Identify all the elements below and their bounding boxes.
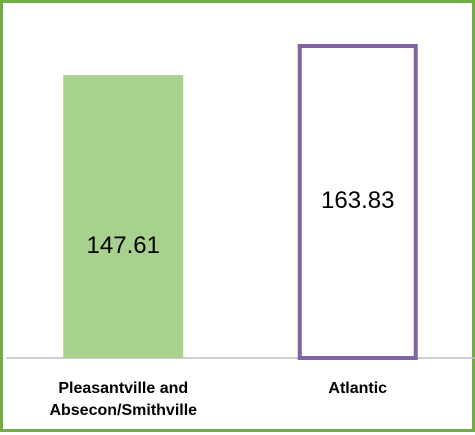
bar-0 [63,75,183,358]
x-tick-label-0-line-0: Pleasantville and [58,380,188,397]
x-tick-label-0-line-1: Absecon/Smithville [49,402,197,419]
bar-chart: 147.61 Pleasantville and Absecon/Smithvill… [3,3,475,435]
data-label-1: 163.83 [321,187,394,214]
data-label-0: 147.61 [87,232,160,259]
x-tick-label-1-line-0: Atlantic [328,380,387,397]
